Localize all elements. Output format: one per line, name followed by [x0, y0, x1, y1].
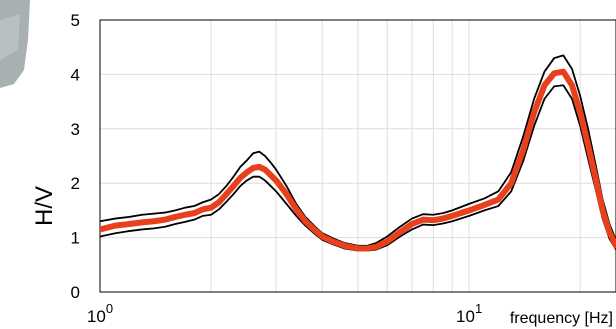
x-axis-label: frequency [Hz] [510, 310, 613, 327]
y-tick-label: 4 [71, 65, 80, 84]
series-line-mean [100, 68, 616, 252]
x-tick-label: 100 [87, 301, 113, 326]
photo-fragment-highlight [0, 14, 20, 60]
y-tick-labels: 0 1 2 3 4 5 [71, 11, 80, 302]
x-tick-labels: 100 101 [87, 301, 482, 326]
plot-frame [99, 19, 616, 293]
y-tick-label: 5 [71, 11, 80, 30]
y-tick-label: 2 [71, 174, 80, 193]
y-tick-label: 0 [71, 283, 80, 302]
y-axis-label: H/V [31, 186, 58, 226]
y-tick-label: 3 [71, 120, 80, 139]
y-tick-label: 1 [71, 229, 80, 248]
x-tick-label: 101 [456, 301, 482, 326]
series-group [100, 54, 616, 252]
